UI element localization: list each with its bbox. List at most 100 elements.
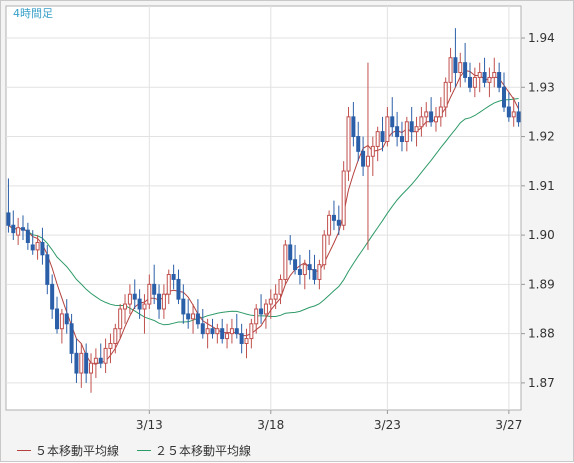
- candle: [123, 294, 128, 324]
- candle-body-down: [30, 244, 35, 251]
- candle-body-up: [142, 303, 147, 310]
- candle: [492, 57, 497, 88]
- candle: [278, 274, 283, 305]
- candle: [312, 254, 317, 285]
- candle-body-up: [161, 293, 166, 310]
- candle: [11, 210, 16, 241]
- candle-body-down: [25, 229, 30, 243]
- candle-body-down: [356, 136, 361, 152]
- candle-body-up: [492, 72, 497, 78]
- candle: [191, 304, 196, 334]
- x-tick-label: 3/18: [257, 418, 284, 432]
- candle-body-up: [215, 328, 220, 335]
- candle-body-up: [322, 234, 327, 266]
- candle: [79, 343, 84, 388]
- candle: [414, 116, 419, 147]
- candle-body-up: [123, 303, 128, 310]
- candle: [64, 299, 69, 334]
- candle: [89, 353, 94, 393]
- candle-body-down: [69, 323, 74, 354]
- candle-body-up: [341, 170, 346, 226]
- candle-body-down: [259, 308, 264, 315]
- candle: [142, 294, 147, 334]
- candle: [317, 259, 322, 290]
- y-tick-label: 1.92: [528, 130, 555, 144]
- candle: [244, 328, 249, 359]
- candle: [438, 97, 443, 127]
- candle-body-up: [205, 328, 210, 335]
- candle: [268, 289, 273, 319]
- candle-body-down: [331, 214, 336, 221]
- candle-body-down: [220, 328, 225, 340]
- plot-area: [5, 5, 522, 411]
- candle: [497, 62, 502, 93]
- candle-body-down: [186, 313, 191, 320]
- candle-body-up: [263, 303, 268, 315]
- candle-body-down: [501, 86, 507, 108]
- candle: [137, 289, 142, 319]
- candle: [331, 200, 336, 231]
- candle: [108, 333, 113, 364]
- candle: [506, 92, 511, 122]
- candle: [20, 215, 26, 241]
- candle-body-up: [438, 106, 443, 118]
- legend: ５本移動平均線 ２５本移動平均線: [17, 441, 251, 459]
- candle: [395, 111, 400, 147]
- candle: [45, 244, 50, 295]
- candle: [234, 313, 239, 339]
- candle-body-up: [254, 308, 259, 325]
- candle: [463, 42, 468, 83]
- candle-body-down: [195, 313, 200, 325]
- candle: [220, 318, 225, 344]
- candle-body-up: [229, 328, 234, 335]
- y-tick-label: 1.88: [528, 327, 555, 341]
- candle: [186, 299, 191, 329]
- candle-body-up: [273, 293, 278, 300]
- candle: [361, 136, 366, 176]
- candle: [103, 338, 108, 374]
- candle-body-up: [317, 264, 322, 280]
- legend-swatch-ma25: [137, 449, 152, 451]
- candle-body-up: [419, 116, 424, 128]
- x-tick-label: 3/27: [495, 418, 522, 432]
- candle-body-down: [506, 106, 511, 118]
- candle-body-up: [166, 274, 171, 295]
- candle: [93, 348, 98, 378]
- candle-body-up: [191, 313, 196, 320]
- candle-body-up: [103, 347, 108, 364]
- candle-body-down: [152, 283, 157, 295]
- candle-body-up: [458, 62, 463, 74]
- candle: [283, 240, 288, 285]
- candle-body-down: [200, 323, 205, 335]
- candle: [302, 259, 307, 290]
- candle-body-down: [137, 298, 142, 310]
- candle: [458, 52, 463, 88]
- candle-body-down: [307, 264, 312, 271]
- candle: [195, 299, 200, 329]
- candle-body-down: [293, 259, 298, 271]
- legend-label-ma25: ２５本移動平均線: [155, 443, 252, 458]
- candle: [55, 296, 60, 334]
- candle-body-down: [181, 298, 186, 315]
- x-tick-label: 3/13: [136, 418, 163, 432]
- candle-body-down: [453, 57, 458, 74]
- candle-body-up: [59, 313, 64, 330]
- candle-body-up: [283, 244, 288, 280]
- candle-body-down: [288, 244, 293, 261]
- candle: [225, 323, 230, 349]
- candle: [288, 235, 293, 265]
- candle: [297, 254, 302, 285]
- candle-body-down: [234, 328, 239, 335]
- candle: [59, 309, 64, 344]
- candle-body-up: [147, 283, 152, 305]
- candle: [16, 217, 21, 245]
- candle: [448, 47, 453, 93]
- y-tick-label: 1.89: [528, 277, 555, 291]
- legend-item-ma5: ５本移動平均線: [17, 442, 119, 459]
- candle: [365, 62, 370, 250]
- candle: [132, 279, 137, 309]
- candle-body-down: [395, 126, 400, 138]
- candle-body-down: [399, 136, 404, 142]
- candle: [263, 299, 268, 329]
